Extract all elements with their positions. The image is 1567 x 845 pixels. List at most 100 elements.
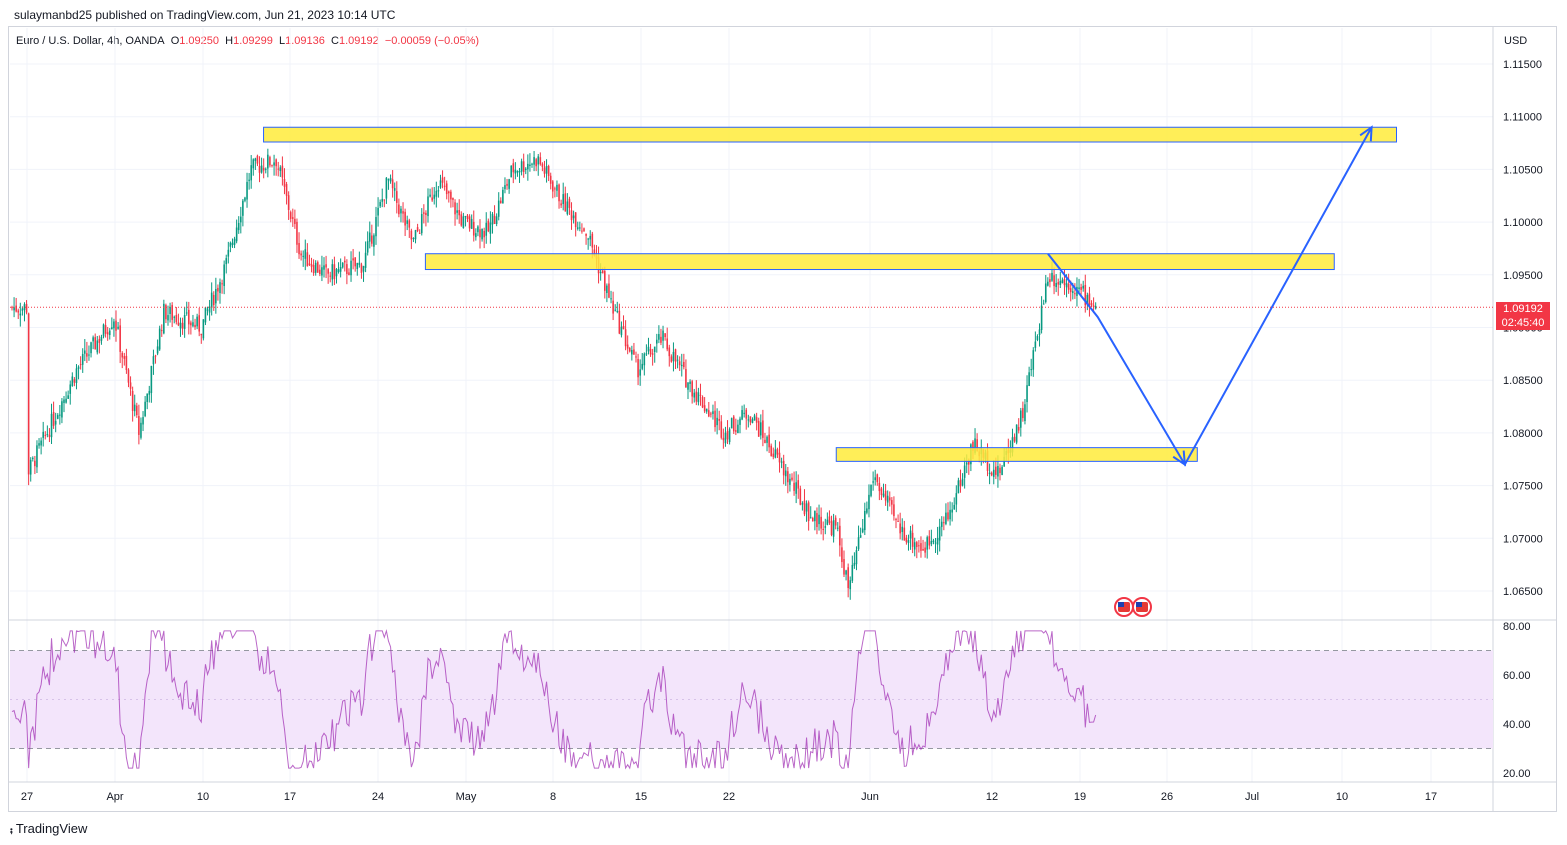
- time-tick-label: 19: [1074, 791, 1086, 803]
- candle-body: [965, 462, 968, 465]
- low-value: 1.09136: [285, 35, 325, 47]
- candle-body: [158, 328, 161, 350]
- chart-extras: [10, 306, 1493, 617]
- candle-body: [1053, 275, 1055, 287]
- candle-body: [552, 181, 554, 192]
- candle-body: [217, 287, 219, 292]
- candle-body: [710, 413, 712, 415]
- candle-body: [972, 441, 974, 451]
- candle-body: [63, 399, 65, 403]
- candle-body: [893, 504, 895, 517]
- candle-body: [73, 379, 76, 383]
- candle-body: [1030, 369, 1032, 371]
- candle-body: [52, 412, 55, 426]
- candle-body: [115, 320, 117, 331]
- candle-body: [1001, 466, 1003, 476]
- candle-body: [753, 415, 756, 421]
- candle-body: [974, 438, 976, 453]
- candle-body: [98, 338, 101, 343]
- candle-body: [864, 510, 866, 531]
- countdown-tag: 02:45:40: [1496, 316, 1550, 330]
- candle-body: [668, 347, 671, 357]
- rsi-tick-label: 40.00: [1503, 719, 1531, 731]
- candle-body: [674, 349, 677, 362]
- candle-body: [1044, 283, 1047, 303]
- candle-body: [219, 282, 221, 294]
- candle-body: [587, 238, 589, 240]
- candle-body: [533, 157, 535, 165]
- candle-body: [726, 431, 729, 440]
- candle-body: [722, 437, 725, 441]
- candle-body: [616, 311, 619, 313]
- currency-label[interactable]: USD: [1504, 35, 1528, 47]
- candle-body: [497, 200, 500, 217]
- candle-body: [1032, 350, 1035, 370]
- candle-body: [475, 233, 477, 238]
- candle-body: [487, 220, 490, 232]
- candle-body: [160, 330, 163, 332]
- candle-body: [622, 325, 625, 330]
- candle-body: [606, 285, 608, 294]
- candle-body: [196, 316, 198, 327]
- candle-body: [930, 541, 933, 545]
- candle-body: [119, 325, 121, 352]
- candle-body: [344, 260, 346, 263]
- candle-body: [512, 163, 515, 173]
- candle-body: [691, 381, 693, 397]
- candle-body: [660, 336, 662, 343]
- candle-body: [171, 305, 173, 320]
- candle-body: [687, 382, 689, 390]
- candle-body: [570, 210, 573, 221]
- candle-body: [75, 368, 78, 384]
- candle-body: [834, 517, 837, 526]
- candle-body: [84, 350, 86, 354]
- candle-body: [491, 214, 494, 225]
- candle-body: [816, 513, 818, 528]
- candle-body: [628, 348, 631, 352]
- candle-body: [29, 459, 32, 475]
- candle-body: [302, 255, 304, 257]
- candle-body: [585, 233, 587, 236]
- candle-body: [319, 269, 321, 275]
- rsi-panel: [10, 628, 1493, 771]
- candle-body: [398, 204, 400, 215]
- candle-body: [851, 564, 854, 581]
- tradingview-logo[interactable]: ⨾ TradingView: [10, 820, 87, 837]
- price-tick-label: 1.07500: [1503, 481, 1543, 493]
- candle-body: [639, 369, 641, 376]
- candle-body: [289, 212, 292, 219]
- candle-body: [545, 166, 548, 174]
- candle-body: [215, 289, 217, 304]
- candle-body: [886, 495, 889, 503]
- candle-body: [749, 416, 752, 423]
- candle-body: [637, 358, 639, 378]
- candle-body: [1020, 410, 1022, 428]
- candle-body: [891, 500, 893, 505]
- candle-body: [167, 315, 169, 321]
- candle-body: [148, 390, 151, 395]
- candle-body: [874, 477, 876, 481]
- candle-body: [136, 405, 138, 416]
- candle-body: [799, 488, 802, 505]
- candle-body: [379, 202, 381, 207]
- candle-body: [1080, 287, 1082, 290]
- candle-body: [54, 420, 57, 425]
- candle-body: [481, 228, 483, 240]
- candle-body: [337, 269, 340, 273]
- symbol-name[interactable]: Euro / U.S. Dollar, 4h, OANDA: [16, 35, 165, 47]
- candle-body: [520, 161, 523, 172]
- candle-body: [951, 509, 953, 513]
- candle-body: [774, 449, 777, 458]
- price-tick-label: 1.11500: [1503, 59, 1542, 71]
- candle-body: [152, 356, 155, 365]
- candle-body: [67, 395, 69, 399]
- candle-body: [968, 460, 970, 465]
- candle-body: [381, 198, 384, 202]
- candle-body: [188, 309, 190, 325]
- candle-body: [489, 222, 492, 234]
- candle-body: [664, 333, 666, 338]
- candle-body: [1090, 303, 1093, 306]
- time-tick-label: 12: [986, 791, 998, 803]
- candle-body: [824, 526, 827, 528]
